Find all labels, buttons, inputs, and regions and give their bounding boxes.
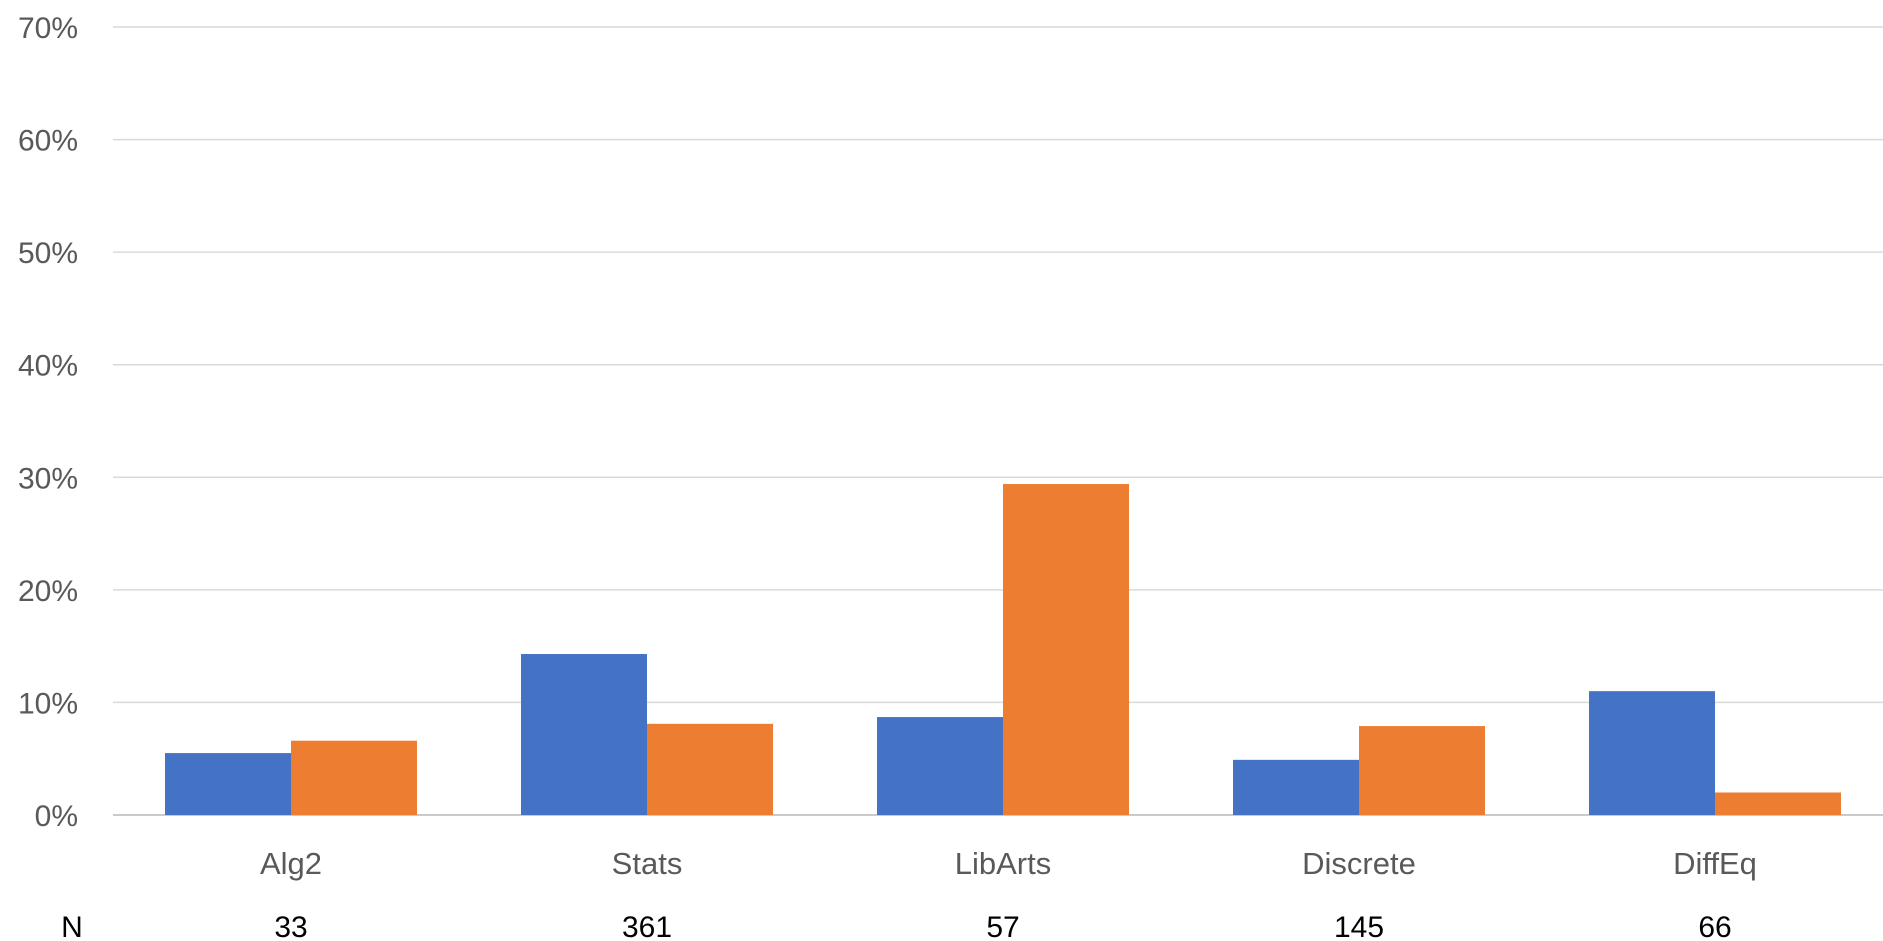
- bar-discrete-series-1: [1233, 759, 1359, 815]
- n-value-stats: 361: [622, 911, 672, 941]
- y-tick-label: 0%: [35, 800, 78, 833]
- n-row-label: N: [61, 911, 83, 941]
- y-tick-label: 40%: [18, 350, 78, 383]
- y-tick-label: 70%: [18, 12, 78, 45]
- n-value-diffeq: 66: [1698, 911, 1731, 941]
- y-tick-label: 10%: [18, 687, 78, 720]
- y-axis-tick-labels: 0% 10% 20% 30% 40% 50% 60% 70%: [18, 12, 78, 833]
- y-tick-label: 30%: [18, 462, 78, 495]
- x-axis-category-labels: Alg2 Stats LibArts Discrete DiffEq: [260, 846, 1757, 881]
- bar-discrete-series-2: [1359, 726, 1485, 815]
- bar-alg2-series-2: [291, 740, 417, 815]
- y-tick-label: 60%: [18, 125, 78, 158]
- x-tick-label-discrete: Discrete: [1302, 846, 1416, 881]
- x-tick-label-diffeq: DiffEq: [1673, 846, 1757, 881]
- bar-stats-series-1: [521, 654, 647, 815]
- bar-stats-series-2: [647, 723, 773, 815]
- bar-diffeq-series-2: [1715, 792, 1841, 815]
- y-tick-label: 50%: [18, 237, 78, 270]
- x-tick-label-libarts: LibArts: [955, 846, 1051, 881]
- x-tick-label-alg2: Alg2: [260, 846, 322, 881]
- x-tick-label-stats: Stats: [612, 846, 683, 881]
- n-value-alg2: 33: [274, 911, 307, 941]
- y-tick-label: 20%: [18, 575, 78, 608]
- bar-libarts-series-1: [877, 717, 1003, 815]
- n-value-discrete: 145: [1334, 911, 1384, 941]
- bars: [165, 484, 1841, 815]
- bar-alg2-series-1: [165, 753, 291, 815]
- n-value-libarts: 57: [986, 911, 1019, 941]
- bar-diffeq-series-1: [1589, 691, 1715, 815]
- bar-libarts-series-2: [1003, 484, 1129, 815]
- n-row: N 33 361 57 145 66: [61, 911, 1732, 941]
